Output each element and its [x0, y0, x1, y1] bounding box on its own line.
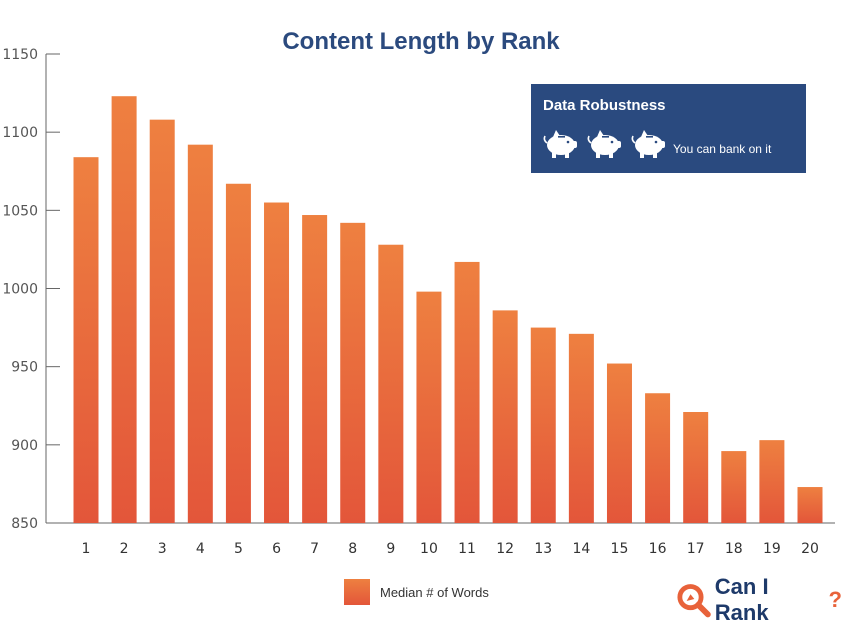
x-tick-label: 11: [458, 541, 476, 557]
x-tick-label: 9: [386, 541, 395, 557]
x-tick-label: 15: [611, 541, 629, 557]
bar-rank-6: [264, 202, 290, 523]
brand-name: Can I Rank: [714, 574, 769, 625]
x-tick-label: 18: [725, 541, 743, 557]
x-tick-label: 3: [158, 541, 167, 557]
brand-logo: Can I Rank ?: [676, 574, 842, 626]
magnifier-logo-icon: [677, 584, 711, 618]
bar-chart: 1 2 3 4 5 6 7 8 9 10 11 12 13 14 15 16 17 18 19 20 85090095…: [2, 47, 835, 557]
y-tick-label: 850: [11, 516, 38, 532]
bar-rank-9: [378, 244, 404, 523]
x-tick-label: 16: [649, 541, 667, 557]
bar-rank-20: [797, 487, 823, 523]
x-tick-label: 5: [234, 541, 243, 557]
x-tick-labels: 1 2 3 4 5 6 7 8 9 10 11 12 13 14 15 16 17 18 19 20: [82, 541, 819, 557]
bar-rank-18: [721, 451, 747, 523]
bar-rank-8: [340, 222, 366, 523]
bar-rank-7: [302, 215, 328, 524]
y-tick-label: 1000: [2, 282, 38, 298]
legend-label: Median # of Words: [380, 584, 489, 600]
chart-title: Content Length by Rank: [282, 28, 560, 55]
x-tick-label: 1: [82, 541, 91, 557]
x-tick-label: 14: [572, 541, 590, 557]
x-tick-label: 12: [496, 541, 514, 557]
bar-rank-4: [187, 144, 213, 523]
legend: Median # of Words: [344, 579, 489, 605]
bar-rank-2: [111, 96, 137, 524]
bar-rank-17: [683, 412, 709, 523]
y-tick-labels: 850 900 950 1000 1050 1100 1150: [2, 47, 38, 532]
data-robustness-label: You can bank on it: [673, 142, 772, 156]
bar-rank-11: [454, 261, 480, 523]
bar-rank-16: [645, 393, 671, 523]
x-tick-label: 20: [801, 541, 819, 557]
x-tick-label: 17: [687, 541, 705, 557]
bar-rank-12: [492, 310, 518, 523]
bar-rank-10: [416, 291, 442, 523]
bar-rank-1: [73, 157, 99, 523]
piggy-bank-rating: [541, 128, 667, 160]
piggy-bank-icon: [631, 130, 665, 158]
piggy-bank-icon: [543, 130, 577, 158]
brand-question-mark: ?: [828, 587, 842, 612]
y-tick-label: 950: [11, 360, 38, 376]
x-tick-label: 8: [348, 541, 357, 557]
data-robustness-title: Data Robustness: [543, 97, 666, 114]
y-tick-label: 900: [11, 438, 38, 454]
x-tick-label: 2: [120, 541, 129, 557]
bar-rank-13: [530, 327, 556, 523]
legend-swatch: [344, 579, 370, 605]
y-tick-label: 1150: [2, 47, 38, 63]
bar-rank-5: [225, 183, 251, 524]
bar-rank-14: [568, 333, 594, 523]
y-tick-label: 1100: [2, 125, 38, 141]
bar-rank-15: [606, 363, 632, 523]
x-tick-label: 7: [310, 541, 319, 557]
data-robustness-panel: Data Robustness: [531, 84, 806, 173]
bars-layer: [73, 96, 823, 524]
x-tick-label: 6: [272, 541, 281, 557]
bar-rank-3: [149, 119, 175, 523]
x-tick-label: 13: [534, 541, 552, 557]
bar-rank-19: [759, 440, 785, 523]
x-tick-label: 4: [196, 541, 205, 557]
x-tick-label: 19: [763, 541, 781, 557]
piggy-bank-icon: [587, 130, 621, 158]
x-tick-label: 10: [420, 541, 438, 557]
y-tick-label: 1050: [2, 203, 38, 219]
